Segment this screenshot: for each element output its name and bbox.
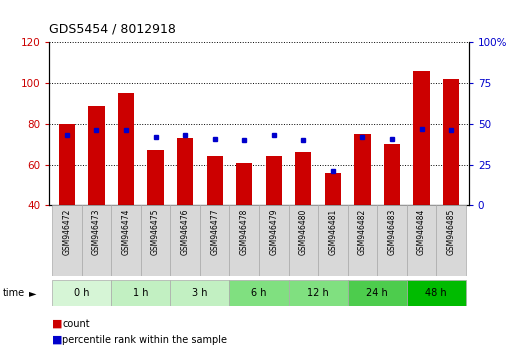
Bar — [289, 280, 348, 306]
Bar — [229, 280, 289, 306]
Text: 12 h: 12 h — [307, 288, 329, 298]
Bar — [236, 162, 252, 205]
Bar — [118, 93, 134, 205]
Text: 24 h: 24 h — [366, 288, 388, 298]
Text: GSM946483: GSM946483 — [387, 209, 396, 255]
Bar — [229, 205, 259, 276]
Text: GSM946478: GSM946478 — [240, 209, 249, 255]
Text: GSM946473: GSM946473 — [92, 209, 101, 255]
Text: ■: ■ — [52, 319, 62, 329]
Bar — [443, 79, 459, 205]
Bar — [377, 205, 407, 276]
Bar — [111, 205, 141, 276]
Bar — [59, 124, 75, 205]
Bar — [348, 205, 377, 276]
Text: 48 h: 48 h — [425, 288, 447, 298]
Bar — [111, 280, 170, 306]
Text: ■: ■ — [52, 335, 62, 345]
Text: ►: ► — [28, 288, 36, 298]
Bar — [170, 280, 229, 306]
Text: 0 h: 0 h — [74, 288, 90, 298]
Text: 6 h: 6 h — [251, 288, 267, 298]
Bar — [289, 205, 318, 276]
Text: 1 h: 1 h — [133, 288, 149, 298]
Bar — [348, 280, 407, 306]
Bar — [318, 205, 348, 276]
Bar — [200, 205, 229, 276]
Bar — [407, 205, 436, 276]
Text: GDS5454 / 8012918: GDS5454 / 8012918 — [49, 22, 176, 35]
Bar — [436, 205, 466, 276]
Text: GSM946476: GSM946476 — [181, 209, 190, 255]
Bar — [170, 205, 200, 276]
Bar — [52, 205, 82, 276]
Text: GSM946480: GSM946480 — [299, 209, 308, 255]
Bar — [266, 156, 282, 205]
Bar — [354, 134, 370, 205]
Bar — [141, 205, 170, 276]
Text: count: count — [62, 319, 90, 329]
Bar — [325, 173, 341, 205]
Text: GSM946472: GSM946472 — [63, 209, 71, 255]
Text: GSM946479: GSM946479 — [269, 209, 278, 255]
Bar — [148, 150, 164, 205]
Text: 3 h: 3 h — [192, 288, 208, 298]
Text: GSM946485: GSM946485 — [447, 209, 455, 255]
Bar — [82, 205, 111, 276]
Text: GSM946475: GSM946475 — [151, 209, 160, 255]
Bar — [207, 156, 223, 205]
Bar — [52, 280, 111, 306]
Bar — [259, 205, 289, 276]
Bar — [295, 152, 311, 205]
Bar — [407, 280, 466, 306]
Bar — [413, 71, 429, 205]
Text: GSM946481: GSM946481 — [328, 209, 337, 255]
Bar — [384, 144, 400, 205]
Text: GSM946477: GSM946477 — [210, 209, 219, 255]
Text: GSM946484: GSM946484 — [417, 209, 426, 255]
Text: percentile rank within the sample: percentile rank within the sample — [62, 335, 227, 345]
Text: GSM946482: GSM946482 — [358, 209, 367, 255]
Bar — [89, 105, 105, 205]
Text: time: time — [3, 288, 25, 298]
Bar — [177, 138, 193, 205]
Text: GSM946474: GSM946474 — [122, 209, 131, 255]
